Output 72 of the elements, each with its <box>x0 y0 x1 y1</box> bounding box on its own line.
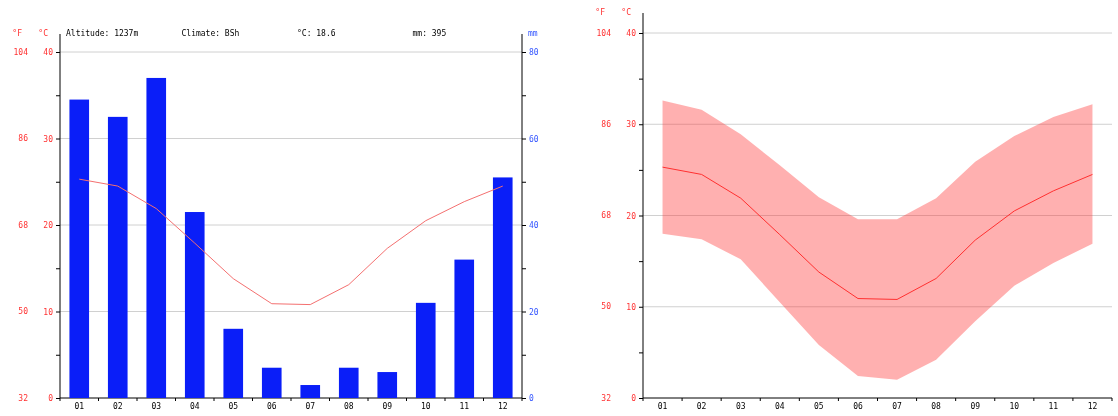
y3-tick-label: 32 <box>601 393 612 403</box>
y2-tick-label: 80 <box>529 48 539 58</box>
x-tick-label: 04 <box>189 402 200 411</box>
line-series <box>78 178 504 306</box>
x-tick-label: 09 <box>970 402 981 411</box>
text: mm: 395 <box>412 29 447 38</box>
bar <box>454 259 475 398</box>
x-tick-label: 05 <box>814 402 824 411</box>
y-tick-label: 0 <box>48 394 54 404</box>
x-tick-label: 05 <box>228 402 239 411</box>
y-tick-label: 40 <box>43 48 54 58</box>
x-tick-label: 01 <box>74 402 85 411</box>
y3-tick-label: 50 <box>18 307 29 317</box>
y-tick-label: 20 <box>626 211 637 221</box>
y3-tick-label: 32 <box>18 393 29 403</box>
y-tick-label: 20 <box>43 221 54 231</box>
y-tick-label: 30 <box>43 134 54 144</box>
y2-tick-label: 0 <box>529 394 534 404</box>
x-tick-label: 03 <box>151 402 162 411</box>
bar <box>300 385 321 398</box>
x-tick-label: 08 <box>343 402 354 411</box>
bar <box>377 372 398 398</box>
x-tick-label: 02 <box>696 402 707 411</box>
x-tick-label: 03 <box>735 402 746 411</box>
x-tick-label: 11 <box>459 402 470 411</box>
x-tick-label: 11 <box>1048 402 1059 411</box>
y-tick-label: 10 <box>43 307 54 317</box>
y3-tick-label: 104 <box>596 28 612 38</box>
bar <box>107 116 128 398</box>
line-series <box>662 166 1093 300</box>
y-axis-title: °C <box>621 8 632 17</box>
bar <box>415 302 436 398</box>
bar <box>69 99 90 398</box>
x-tick-label: 12 <box>1087 402 1098 411</box>
y3-tick-label: 68 <box>18 220 29 230</box>
text: Altitude: 1237m <box>66 29 139 38</box>
x-tick-label: 06 <box>853 402 863 411</box>
x-tick-label: 09 <box>382 402 393 411</box>
y3-tick-label: 86 <box>18 134 29 144</box>
text: °C: 18.6 <box>297 29 336 38</box>
y3-tick-label: 68 <box>601 211 612 221</box>
x-tick-label: 06 <box>266 402 277 411</box>
y3-tick-label: 104 <box>13 47 29 57</box>
y-tick-label: 30 <box>626 120 637 130</box>
x-tick-label: 02 <box>112 402 123 411</box>
x-tick-label: 07 <box>305 402 316 411</box>
y3-axis-title: °F <box>12 29 23 38</box>
y2-tick-label: 20 <box>529 307 539 317</box>
x-tick-label: 08 <box>931 402 942 411</box>
y-tick-label: 40 <box>626 29 637 39</box>
y3-axis-title: °F <box>595 8 606 17</box>
y3-tick-label: 86 <box>601 119 612 129</box>
y2-axis-title: mm <box>528 29 538 38</box>
bar <box>184 212 205 398</box>
x-tick-label: 04 <box>774 402 785 411</box>
bar <box>223 328 244 398</box>
y-tick-label: 0 <box>631 394 637 404</box>
bar <box>338 367 359 398</box>
x-tick-label: 10 <box>420 402 431 411</box>
y2-tick-label: 60 <box>529 134 539 144</box>
y2-tick-label: 40 <box>529 221 539 231</box>
x-tick-label: 07 <box>892 402 903 411</box>
y3-tick-label: 50 <box>601 302 612 312</box>
y-axis-title: °C <box>38 29 49 38</box>
bar <box>492 177 513 398</box>
x-tick-label: 10 <box>1009 402 1020 411</box>
y-tick-label: 10 <box>626 302 637 312</box>
bar <box>146 77 167 398</box>
x-tick-label: 12 <box>497 402 508 411</box>
x-tick-label: 01 <box>657 402 668 411</box>
text: Climate: BSh <box>181 29 240 38</box>
bar <box>261 367 282 398</box>
